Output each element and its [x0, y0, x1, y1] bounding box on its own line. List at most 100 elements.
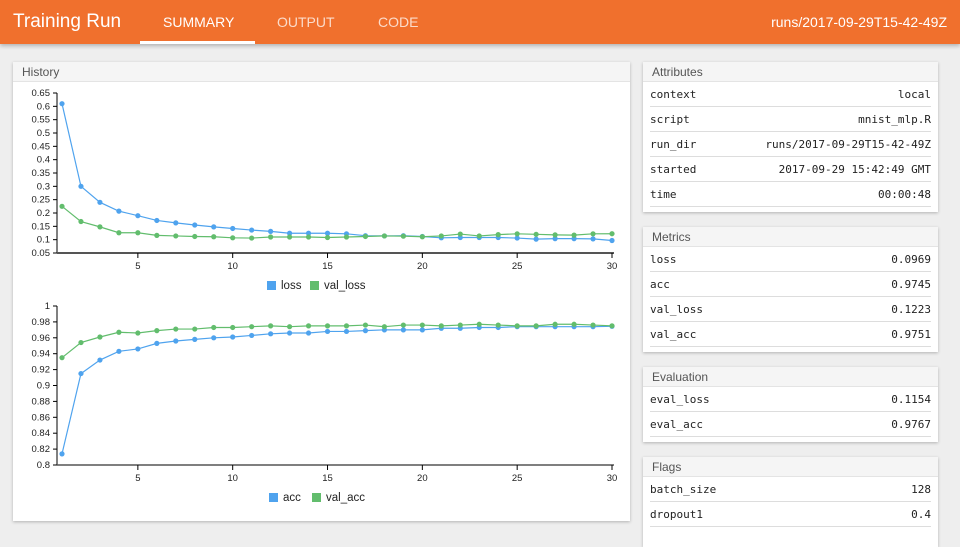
acc-point: [362, 328, 369, 334]
y-tick-label: 0.65: [32, 88, 51, 99]
val_acc-point: [590, 322, 596, 328]
loss-point: [249, 227, 255, 233]
acc-line: [61, 325, 613, 455]
val_acc-point: [305, 323, 312, 329]
legend-label-acc[interactable]: acc: [283, 492, 301, 504]
row-key: batch_size: [650, 482, 717, 496]
row-value: 2017-09-29 15:42:49 GMT: [778, 162, 931, 176]
val_acc-point: [438, 323, 444, 329]
legend-label-val_acc[interactable]: val_acc: [326, 492, 365, 504]
accuracy-chart: 0.80.820.840.860.880.90.920.940.960.9815…: [32, 301, 618, 504]
val_acc-point: [533, 323, 539, 329]
tab-summary[interactable]: SUMMARY: [163, 14, 235, 30]
val_acc-point: [381, 324, 388, 330]
val_acc-point: [230, 324, 236, 331]
val_acc-point: [571, 321, 577, 327]
loss-point: [59, 101, 65, 107]
row-value: 0.4: [911, 507, 931, 521]
y-tick-label: 0.2: [37, 208, 50, 219]
metrics-panel: Metrics loss 0.0969 acc 0.9745 val_loss 0.122…: [643, 227, 938, 352]
tab-code[interactable]: CODE: [378, 14, 419, 30]
val_acc-point: [154, 328, 160, 334]
app-title: Training Run: [13, 11, 122, 32]
y-tick-label: 0.25: [32, 195, 51, 206]
evaluation-row: eval_acc 0.9767: [650, 412, 931, 437]
loss-chart: 0.05 0.1 0.15 0.2 0.25 0.3 0.35 0.4 0.45 0.5 0.55 0…: [32, 88, 618, 292]
flags-row: batch_size 128: [650, 477, 931, 502]
row-key: acc: [650, 277, 670, 291]
legend-label-val_loss[interactable]: val_loss: [324, 280, 366, 292]
tab-output[interactable]: OUTPUT: [277, 14, 335, 30]
val_acc-point: [268, 323, 274, 329]
y-tick-label: 0.4: [37, 155, 50, 166]
val_acc-point: [59, 355, 65, 361]
acc-point: [192, 336, 198, 342]
evaluation-title: Evaluation: [643, 367, 938, 387]
y-tick-label: 0.15: [32, 221, 51, 232]
acc-point: [249, 332, 255, 339]
val_loss-point: [419, 234, 425, 240]
val_loss-point: [571, 232, 577, 238]
val_acc-point: [211, 324, 217, 331]
flags-panel: Flags batch_size 128 dropout1 0.4: [643, 457, 938, 547]
y-tick-label: 0.96: [32, 333, 51, 344]
legend-swatch-val_loss: [310, 281, 319, 290]
row-key: val_acc: [650, 327, 697, 341]
loss-point: [609, 237, 615, 244]
val_loss-point: [476, 233, 482, 239]
metrics-row: acc 0.9745: [650, 272, 931, 297]
row-key: eval_loss: [650, 392, 710, 406]
row-value: 0.1154: [891, 392, 931, 406]
y-tick-label: 0.9: [37, 381, 50, 392]
acc-point: [154, 340, 160, 346]
acc-point: [343, 328, 350, 335]
evaluation-panel: Evaluation eval_loss 0.1154 eval_acc 0.9767: [643, 367, 938, 442]
row-value: 0.9767: [891, 417, 931, 431]
val_acc-point: [362, 322, 369, 328]
loss-point: [268, 228, 274, 234]
attributes-row: run_dir runs/2017-09-29T15-42-49Z: [650, 132, 931, 157]
val_loss-point: [514, 231, 520, 237]
val_loss-point: [495, 232, 501, 238]
acc-point: [305, 330, 312, 336]
row-value: local: [897, 87, 931, 101]
metrics-row: val_loss 0.1223: [650, 297, 931, 322]
metrics-row: val_acc 0.9751: [650, 322, 931, 347]
val_acc-point: [78, 339, 84, 346]
val_acc-point: [400, 322, 406, 328]
y-tick-label: 0.55: [32, 115, 51, 126]
loss-point: [97, 199, 103, 205]
row-value: 0.9745: [891, 277, 931, 291]
legend-label-loss[interactable]: loss: [281, 280, 302, 292]
y-tick-label: 0.84: [32, 428, 51, 439]
val_loss-point: [305, 234, 312, 240]
acc-point: [78, 370, 84, 377]
val_loss-point: [609, 231, 615, 237]
val_acc-point: [97, 334, 103, 340]
row-value: 128: [911, 482, 931, 496]
val_loss-point: [457, 231, 463, 237]
row-value: 0.1223: [891, 302, 931, 316]
val_acc-point: [343, 323, 350, 329]
acc-point: [230, 334, 236, 340]
x-tick-label: 30: [607, 261, 618, 272]
val_loss-point: [552, 232, 558, 238]
loss-point: [192, 222, 198, 228]
app-header: Training Run SUMMARY OUTPUT CODE runs/20…: [0, 0, 960, 44]
x-tick-label: 20: [417, 473, 428, 484]
loss-point: [230, 225, 236, 232]
history-panel: History 0.05 0.1 0.15 0.2 0.25 0.3 0.35 0.4 0.45…: [13, 62, 630, 521]
val_loss-point: [78, 218, 84, 225]
row-value: runs/2017-09-29T15-42-49Z: [765, 137, 931, 151]
val_loss-point: [590, 231, 596, 237]
metrics-title: Metrics: [643, 227, 938, 247]
val_acc-point: [135, 330, 141, 336]
loss-point: [552, 236, 558, 242]
y-tick-label: 0.5: [37, 128, 50, 139]
row-value: mnist_mlp.R: [858, 112, 931, 126]
attributes-title: Attributes: [643, 62, 938, 82]
val_loss-point: [192, 233, 198, 240]
evaluation-row: eval_loss 0.1154: [650, 387, 931, 412]
x-tick-label: 30: [607, 473, 618, 484]
legend-swatch-loss: [267, 281, 276, 290]
